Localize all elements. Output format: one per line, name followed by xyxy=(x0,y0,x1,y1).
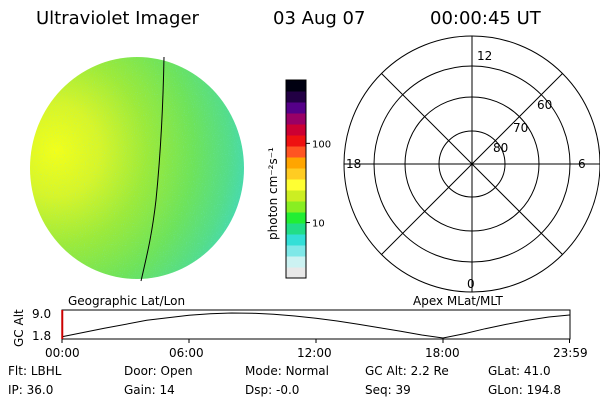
colorbar-cell xyxy=(286,267,306,279)
colorbar-cell xyxy=(286,135,306,147)
colorbar-cell xyxy=(286,168,306,180)
x-tick-0600: 06:00 xyxy=(169,346,204,360)
x-tick-1800: 18:00 xyxy=(425,346,460,360)
altitude-tick-bottom: 1.8 xyxy=(32,329,51,343)
x-tick-1200: 12:00 xyxy=(297,346,332,360)
colorbar-cell xyxy=(286,80,306,92)
status-dsp: Dsp: -0.0 xyxy=(245,383,299,397)
status-door: Door: Open xyxy=(124,364,193,378)
terminator-line xyxy=(140,56,165,282)
colorbar-cell xyxy=(286,179,306,191)
colorbar-cell xyxy=(286,245,306,257)
altitude-axis-label: GC Alt xyxy=(12,309,26,347)
polar-grid xyxy=(343,35,600,293)
colorbar-cell xyxy=(286,201,306,213)
colorbar-unit-label: photon cm⁻²s⁻¹ xyxy=(266,147,280,240)
earth-image xyxy=(30,56,244,282)
altitude-curve xyxy=(61,312,570,339)
colorbar-cell xyxy=(286,146,306,158)
mlat-label-60: 60 xyxy=(537,98,552,112)
altitude-plot xyxy=(61,309,571,343)
time-label: 00:00:45 UT xyxy=(430,8,542,29)
date-label: 03 Aug 07 xyxy=(273,8,365,29)
colorbar-cell xyxy=(286,223,306,235)
colorbar: 100 10 photon cm⁻²s⁻¹ xyxy=(266,79,331,279)
mlat-label-70: 70 xyxy=(513,121,528,135)
x-tick-0000: 00:00 xyxy=(45,346,80,360)
colorbar-cell xyxy=(286,234,306,246)
colorbar-cell xyxy=(286,91,306,103)
status-glat: GLat: 41.0 xyxy=(488,364,551,378)
x-tick-2359: 23:59 xyxy=(553,346,588,360)
image-panel-label: Geographic Lat/Lon xyxy=(68,294,185,308)
colorbar-cell xyxy=(286,212,306,224)
status-ip: IP: 36.0 xyxy=(8,383,53,397)
colorbar-tick-label: 100 xyxy=(312,139,331,150)
colorbar-cell xyxy=(286,157,306,169)
status-gc-alt: GC Alt: 2.2 Re xyxy=(365,364,449,378)
colorbar-cell xyxy=(286,102,306,114)
mlt-label-12: 12 xyxy=(477,49,492,63)
colorbar-cell xyxy=(286,113,306,125)
mlt-label-6: 6 xyxy=(578,157,586,171)
colorbar-cell xyxy=(286,124,306,136)
mlt-label-18: 18 xyxy=(346,157,361,171)
altitude-tick-top: 9.0 xyxy=(32,307,51,321)
mlat-label-80: 80 xyxy=(493,141,508,155)
status-row-2: IP: 36.0 Gain: 14 Dsp: -0.0 Seq: 39 GLon… xyxy=(8,383,561,397)
polar-plot-label: Apex MLat/MLT xyxy=(413,294,503,308)
status-glon: GLon: 194.8 xyxy=(488,383,561,397)
status-gain: Gain: 14 xyxy=(124,383,175,397)
status-row-1: Flt: LBHL Door: Open Mode: Normal GC Alt… xyxy=(8,364,551,378)
instrument-title: Ultraviolet Imager xyxy=(36,8,200,29)
status-mode: Mode: Normal xyxy=(245,364,329,378)
mlt-label-0: 0 xyxy=(467,277,475,291)
colorbar-cell xyxy=(286,190,306,202)
colorbar-cell xyxy=(286,256,306,268)
colorbar-tick-label: 10 xyxy=(312,219,325,230)
status-seq: Seq: 39 xyxy=(365,383,411,397)
status-flt: Flt: LBHL xyxy=(8,364,62,378)
